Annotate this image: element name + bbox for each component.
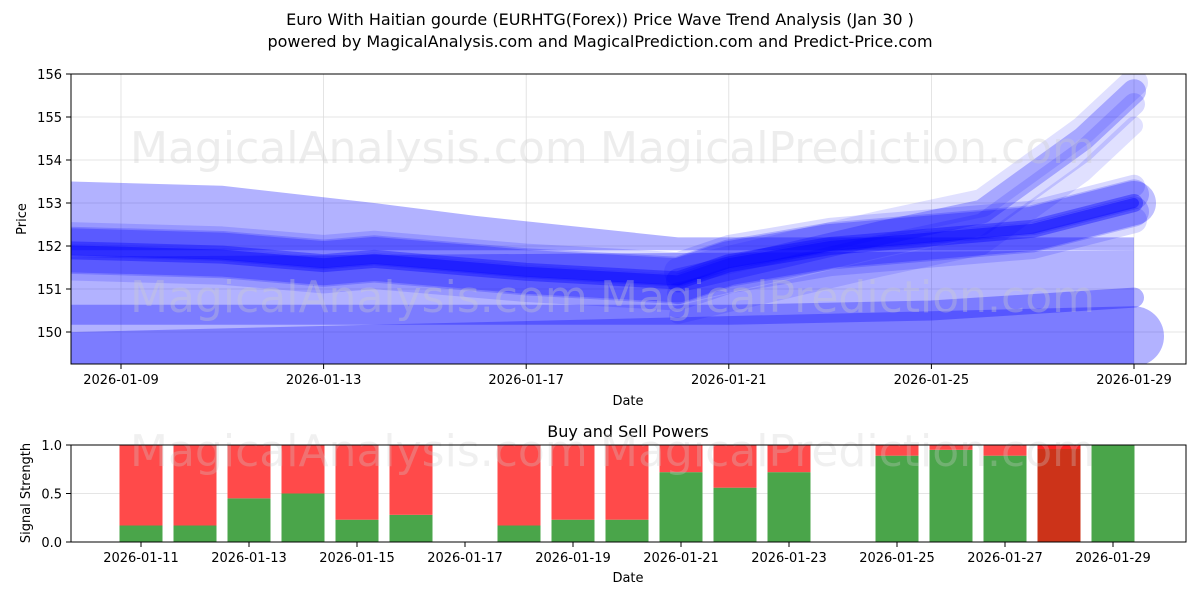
y-tick-label: 153 [37, 197, 62, 212]
y-tick-label: 155 [37, 111, 62, 126]
signal-x-label: Date [612, 571, 643, 586]
signal-bar [497, 445, 541, 542]
signal-bar [1091, 445, 1135, 542]
signal-chart-title: Buy and Sell Powers [547, 422, 709, 441]
signal-y-label: Signal Strength [19, 443, 34, 543]
y-tick-label: 152 [37, 240, 62, 255]
y-tick-label: 0.5 [41, 488, 62, 503]
x-tick-label: 2026-01-21 [691, 373, 767, 388]
price-x-label: Date [612, 394, 643, 409]
svg-text:MagicalAnalysis.com: MagicalAnalysis.com [130, 426, 588, 477]
signal-bar [119, 445, 163, 542]
svg-text:MagicalAnalysis.com: MagicalAnalysis.com [130, 123, 588, 174]
signal-bar [1037, 445, 1081, 542]
svg-text:MagicalPrediction.com: MagicalPrediction.com [600, 272, 1095, 323]
x-tick-label: 2026-01-13 [286, 373, 362, 388]
signal-bar [983, 445, 1027, 542]
signal-x-axis: 2026-01-11 2026-01-13 2026-01-15 2026-01-17… [103, 542, 1151, 566]
x-tick-label: 2026-01-15 [319, 551, 395, 566]
signal-bar [173, 445, 217, 542]
signal-bar [713, 445, 757, 542]
x-tick-label: 2026-01-23 [751, 551, 827, 566]
x-tick-label: 2026-01-29 [1075, 551, 1151, 566]
x-tick-label: 2026-01-25 [859, 551, 935, 566]
signal-bar [875, 445, 919, 542]
y-tick-label: 150 [37, 326, 62, 341]
signal-bar [605, 445, 649, 542]
x-tick-label: 2026-01-21 [643, 551, 719, 566]
watermark: MagicalAnalysis.com MagicalPrediction.com [130, 426, 1095, 477]
y-tick-label: 154 [37, 154, 62, 169]
x-tick-label: 2026-01-27 [967, 551, 1043, 566]
x-tick-label: 2026-01-19 [535, 551, 611, 566]
signal-bars [119, 445, 1135, 542]
watermark: MagicalAnalysis.com MagicalPrediction.com… [130, 123, 1095, 323]
y-tick-label: 156 [37, 68, 62, 83]
x-tick-label: 2026-01-13 [211, 551, 287, 566]
x-tick-label: 2026-01-11 [103, 551, 179, 566]
signal-bar [659, 445, 703, 542]
svg-text:MagicalPrediction.com: MagicalPrediction.com [600, 426, 1095, 477]
price-y-label: Price [15, 203, 30, 235]
signal-bar [767, 445, 811, 542]
price-x-axis: 2026-01-09 2026-01-13 2026-01-17 2026-01-21… [83, 364, 1172, 388]
y-tick-label: 1.0 [41, 439, 62, 454]
y-tick-label: 151 [37, 283, 62, 298]
signal-y-axis: 0.0 0.5 1.0 [41, 439, 71, 551]
price-y-axis: 150 151 152 153 154 155 156 [37, 68, 71, 341]
signal-bar [281, 445, 325, 542]
signal-bar [227, 445, 271, 542]
signal-bar [551, 445, 595, 542]
x-tick-label: 2026-01-25 [894, 373, 970, 388]
chart-subtitle: powered by MagicalAnalysis.com and Magic… [267, 32, 933, 51]
signal-bar [389, 445, 433, 542]
chart-title: Euro With Haitian gourde (EURHTG(Forex))… [286, 10, 914, 29]
y-tick-label: 0.0 [41, 536, 62, 551]
signal-bar [929, 445, 973, 542]
svg-text:MagicalPrediction.com: MagicalPrediction.com [600, 123, 1095, 174]
x-tick-label: 2026-01-09 [83, 373, 159, 388]
price-plot-frame [70, 73, 1187, 365]
x-tick-label: 2026-01-29 [1096, 373, 1172, 388]
x-tick-label: 2026-01-17 [488, 373, 564, 388]
svg-text:MagicalAnalysis.com: MagicalAnalysis.com [130, 272, 588, 323]
x-tick-label: 2026-01-17 [427, 551, 503, 566]
signal-bar [335, 445, 379, 542]
price-wave-bands [71, 74, 1164, 364]
